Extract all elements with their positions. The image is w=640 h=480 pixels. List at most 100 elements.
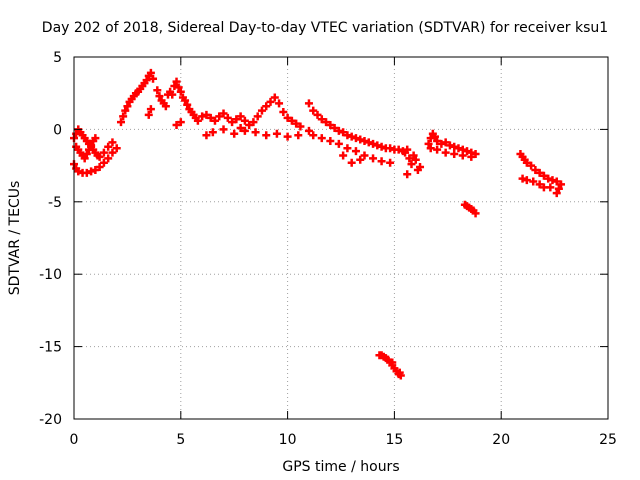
data-point bbox=[262, 102, 271, 111]
data-point bbox=[249, 118, 258, 127]
data-point bbox=[82, 168, 91, 177]
data-point bbox=[369, 139, 378, 148]
data-point bbox=[467, 152, 476, 161]
data-point bbox=[104, 154, 113, 163]
data-point bbox=[471, 209, 480, 218]
data-point bbox=[450, 150, 459, 159]
data-point bbox=[146, 68, 155, 77]
data-point bbox=[377, 157, 386, 166]
data-point bbox=[181, 96, 190, 105]
data-point bbox=[172, 121, 181, 130]
data-point bbox=[174, 83, 183, 92]
data-point bbox=[529, 177, 538, 186]
data-point bbox=[405, 154, 414, 163]
plot-frame bbox=[73, 56, 609, 420]
data-point bbox=[119, 112, 128, 121]
data-point bbox=[266, 97, 275, 106]
data-point bbox=[283, 132, 292, 141]
data-point bbox=[287, 116, 296, 125]
data-point bbox=[236, 123, 245, 132]
grid bbox=[74, 57, 608, 419]
data-point bbox=[386, 158, 395, 167]
data-point bbox=[458, 151, 467, 160]
y-tick-label: -10 bbox=[39, 267, 62, 283]
data-point bbox=[253, 112, 262, 121]
series-segment-0-3h-low bbox=[70, 144, 121, 177]
data-point bbox=[240, 126, 249, 135]
data-point bbox=[74, 167, 83, 176]
data-point bbox=[351, 147, 360, 156]
data-point bbox=[388, 358, 397, 367]
data-point bbox=[172, 77, 181, 86]
data-point bbox=[317, 115, 326, 124]
data-point bbox=[531, 165, 540, 174]
data-point bbox=[339, 151, 348, 160]
data-point bbox=[283, 113, 292, 122]
data-point bbox=[522, 176, 531, 185]
data-point bbox=[552, 189, 561, 198]
data-point bbox=[454, 144, 463, 153]
data-point bbox=[87, 167, 96, 176]
data-point bbox=[275, 99, 284, 108]
data-point bbox=[546, 183, 555, 192]
series-segment-21-23h bbox=[516, 150, 566, 198]
data-point bbox=[183, 100, 192, 109]
data-point bbox=[426, 134, 435, 143]
data-point bbox=[208, 128, 217, 137]
series-segment-2-4h-rise bbox=[116, 68, 158, 127]
y-tick-label: -15 bbox=[39, 340, 62, 356]
data-point bbox=[210, 116, 219, 125]
data-point bbox=[334, 126, 343, 135]
data-point bbox=[356, 135, 365, 144]
data-point bbox=[426, 144, 435, 153]
data-point bbox=[198, 112, 207, 121]
data-point bbox=[409, 151, 418, 160]
data-point bbox=[430, 132, 439, 141]
data-point bbox=[369, 154, 378, 163]
x-tick-label: 10 bbox=[279, 432, 297, 448]
y-tick-label: 5 bbox=[53, 50, 62, 66]
data-point bbox=[304, 126, 313, 135]
data-point bbox=[539, 171, 548, 180]
data-point bbox=[116, 118, 125, 127]
data-point bbox=[168, 90, 177, 99]
data-point bbox=[202, 131, 211, 140]
series-segment-15-16h-blob bbox=[401, 145, 425, 179]
data-point bbox=[326, 136, 335, 145]
data-point bbox=[144, 110, 153, 119]
data-point bbox=[557, 180, 566, 189]
data-point bbox=[364, 138, 373, 147]
data-point bbox=[245, 121, 254, 130]
data-point bbox=[334, 139, 343, 148]
data-point bbox=[347, 132, 356, 141]
data-points bbox=[70, 68, 566, 380]
series-segment-11-16h-descent bbox=[304, 99, 407, 167]
data-point bbox=[437, 139, 446, 148]
data-point bbox=[296, 122, 305, 131]
x-axis-label: GPS time / hours bbox=[282, 459, 399, 475]
data-point bbox=[87, 141, 96, 150]
x-axis: 0 5 10 15 20 25 bbox=[70, 57, 617, 448]
data-point bbox=[262, 131, 271, 140]
data-point bbox=[153, 86, 162, 95]
data-point bbox=[294, 131, 303, 140]
data-point bbox=[343, 131, 352, 140]
data-point bbox=[394, 145, 403, 154]
data-point bbox=[223, 113, 232, 122]
data-point bbox=[72, 129, 81, 138]
data-point bbox=[463, 147, 472, 156]
data-point bbox=[433, 145, 442, 154]
x-tick-label: 5 bbox=[176, 432, 185, 448]
data-point bbox=[123, 102, 132, 111]
data-point bbox=[91, 165, 100, 174]
data-point bbox=[202, 110, 211, 119]
data-point bbox=[176, 118, 185, 127]
data-point bbox=[170, 81, 179, 90]
data-point bbox=[80, 154, 89, 163]
data-point bbox=[193, 116, 202, 125]
data-point bbox=[108, 148, 117, 157]
data-point bbox=[146, 105, 155, 114]
data-point bbox=[309, 131, 318, 140]
data-point bbox=[377, 142, 386, 151]
data-point bbox=[351, 134, 360, 143]
